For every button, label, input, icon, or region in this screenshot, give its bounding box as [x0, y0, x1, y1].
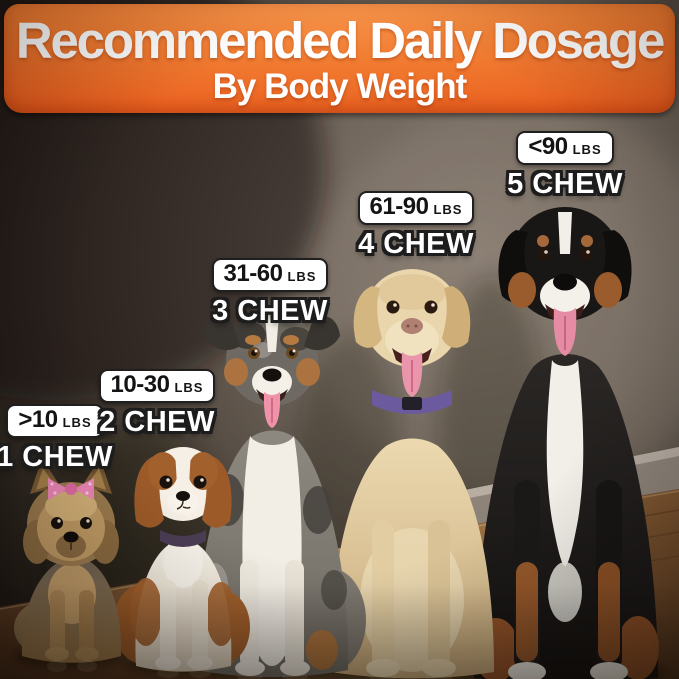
page-title: Recommended Daily Dosage	[15, 12, 665, 69]
bernese-chest-blaze	[546, 360, 584, 566]
weight-unit: LBS	[572, 142, 602, 157]
lab-eye	[386, 300, 400, 314]
bernese-paw	[590, 662, 628, 679]
aussie-muzzle	[252, 366, 292, 398]
lab-paw	[366, 659, 400, 677]
yorkie-pink-bow	[48, 478, 94, 500]
dog-bernese-mountain-dog	[473, 207, 659, 679]
chew-count: 5 CHEW	[507, 168, 623, 200]
bernese-rust-flank	[617, 616, 659, 679]
cavalier-paw	[187, 656, 213, 670]
lab-ear	[353, 286, 382, 348]
lab-nose	[401, 318, 423, 334]
header-banner: Recommended Daily Dosage By Body Weight	[4, 4, 675, 113]
aussie-paw	[235, 660, 265, 676]
aussie-ear	[304, 316, 340, 351]
cavalier-eye	[159, 475, 173, 489]
dosage-label-2: 10-30 LBS 2 CHEW	[89, 369, 225, 439]
cavalier-nose	[176, 491, 190, 501]
aussie-nose	[262, 368, 282, 382]
weight-pill: 61-90 LBS	[357, 191, 475, 225]
cavalier-eye	[193, 475, 207, 489]
dog-cavalier-spaniel	[113, 447, 250, 672]
yorkie-nose	[63, 531, 79, 543]
weight-pill: 31-60 LBS	[211, 258, 329, 292]
chew-count: 2 CHEW	[99, 406, 215, 438]
weight-range: <90	[528, 133, 568, 160]
lab-ear	[442, 286, 471, 348]
bernese-head	[508, 207, 622, 321]
lab-muzzle	[385, 319, 439, 361]
cavalier-paw	[155, 656, 181, 670]
yorkie-eye	[80, 517, 92, 529]
yorkie-eye	[51, 517, 63, 529]
weight-range: >10	[18, 406, 58, 433]
yorkie-paw	[45, 647, 69, 661]
weight-unit: LBS	[287, 269, 317, 284]
weight-range: 10-30	[110, 371, 170, 398]
aussie-ear	[204, 316, 240, 351]
lab-paw	[422, 659, 456, 677]
dosage-label-3: 31-60 LBS 3 CHEW	[200, 258, 340, 328]
chew-count: 4 CHEW	[358, 228, 474, 260]
aussie-paw	[280, 660, 310, 676]
bernese-paw	[508, 662, 546, 679]
dosage-label-5: <90 LBS 5 CHEW	[507, 131, 623, 201]
floor-reflections	[47, 660, 624, 679]
bernese-eye	[579, 247, 593, 261]
dog-australian-shepherd	[179, 314, 366, 678]
weight-pill: <90 LBS	[516, 131, 614, 165]
lab-collar-buckle	[402, 397, 422, 410]
chew-count: 1 CHEW	[0, 441, 113, 473]
weight-unit: LBS	[62, 415, 92, 430]
weight-unit: LBS	[433, 202, 463, 217]
bernese-muzzle	[540, 276, 590, 316]
dog-yellow-labrador	[330, 269, 494, 679]
weight-range: 31-60	[223, 260, 283, 287]
page-subtitle: By Body Weight	[212, 67, 468, 106]
lab-eye	[424, 300, 438, 314]
dosage-label-1: >10 LBS 1 CHEW	[0, 404, 114, 474]
yorkie-paw	[75, 647, 99, 661]
bernese-nose	[553, 273, 577, 291]
weight-pill: >10 LBS	[6, 404, 104, 438]
chew-count: 3 CHEW	[212, 295, 328, 327]
dog-yorkshire-terrier	[14, 458, 122, 663]
bernese-eye	[537, 247, 551, 261]
weight-unit: LBS	[174, 380, 204, 395]
weight-pill: 10-30 LBS	[98, 369, 216, 403]
dosage-label-4: 61-90 LBS 4 CHEW	[349, 191, 483, 261]
weight-range: 61-90	[369, 193, 429, 220]
cavalier-collar	[160, 530, 206, 547]
